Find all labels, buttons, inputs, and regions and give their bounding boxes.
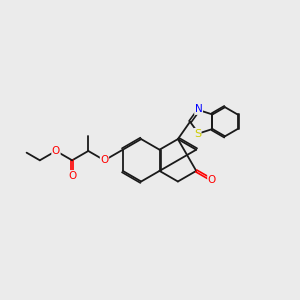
Text: S: S xyxy=(194,128,201,139)
Text: O: O xyxy=(68,171,76,181)
Text: O: O xyxy=(52,146,60,156)
Text: O: O xyxy=(208,175,216,185)
Text: N: N xyxy=(195,104,203,114)
Text: O: O xyxy=(100,155,109,165)
